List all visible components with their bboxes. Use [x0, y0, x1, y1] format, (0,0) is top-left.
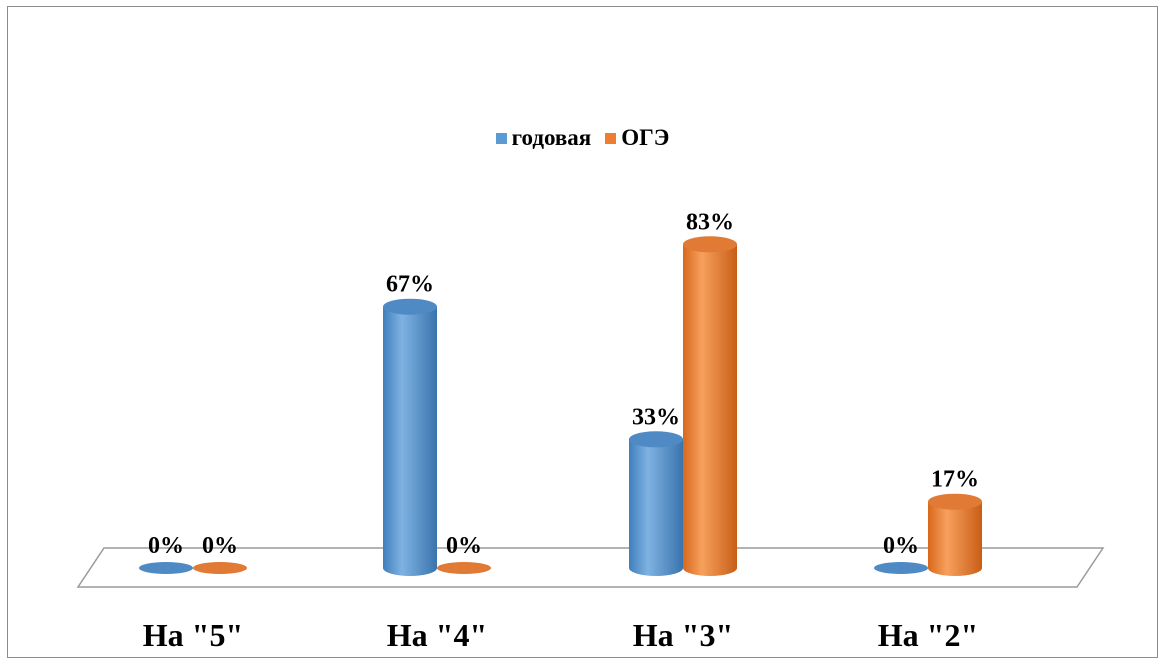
value-label-oge-2: 83%: [686, 209, 734, 235]
bar-oge-3: [928, 493, 982, 576]
legend-item-series-2: ОГЭ: [605, 125, 669, 151]
bars-layer: [139, 236, 982, 576]
category-label-1: На "4": [387, 617, 487, 653]
legend-item-series-1: годовая: [495, 125, 592, 151]
value-label-oge-0: 0%: [202, 533, 238, 559]
value-label-godovaya-0: 0%: [148, 533, 184, 559]
bar-oge-1: [437, 562, 491, 574]
bar-godovaya-1: [383, 298, 437, 576]
value-label-oge-1: 0%: [446, 533, 482, 559]
legend: годовая ОГЭ: [0, 125, 1165, 151]
floor-plane: [76, 547, 1105, 588]
legend-label-series-1: годовая: [511, 125, 592, 150]
labels-layer: 0% 0% На "5" 67% 0% На "4" 33% 83% На "3" 0% 17% На…: [143, 209, 979, 653]
category-label-2: На "3": [633, 617, 733, 653]
category-label-0: На "5": [143, 617, 243, 653]
bar-godovaya-0: [139, 562, 193, 574]
value-label-godovaya-1: 67%: [386, 272, 434, 298]
value-label-oge-3: 17%: [931, 467, 979, 493]
value-label-godovaya-2: 33%: [632, 404, 680, 430]
legend-swatch-series-1: [495, 132, 507, 144]
bar-oge-0: [193, 562, 247, 574]
legend-label-series-2: ОГЭ: [621, 125, 670, 150]
bar-godovaya-3: [874, 562, 928, 574]
value-label-godovaya-3: 0%: [883, 533, 919, 559]
category-label-3: На "2": [878, 617, 978, 653]
bar-godovaya-2: [629, 431, 683, 576]
bar-oge-2: [683, 236, 737, 576]
legend-swatch-series-2: [605, 132, 617, 144]
